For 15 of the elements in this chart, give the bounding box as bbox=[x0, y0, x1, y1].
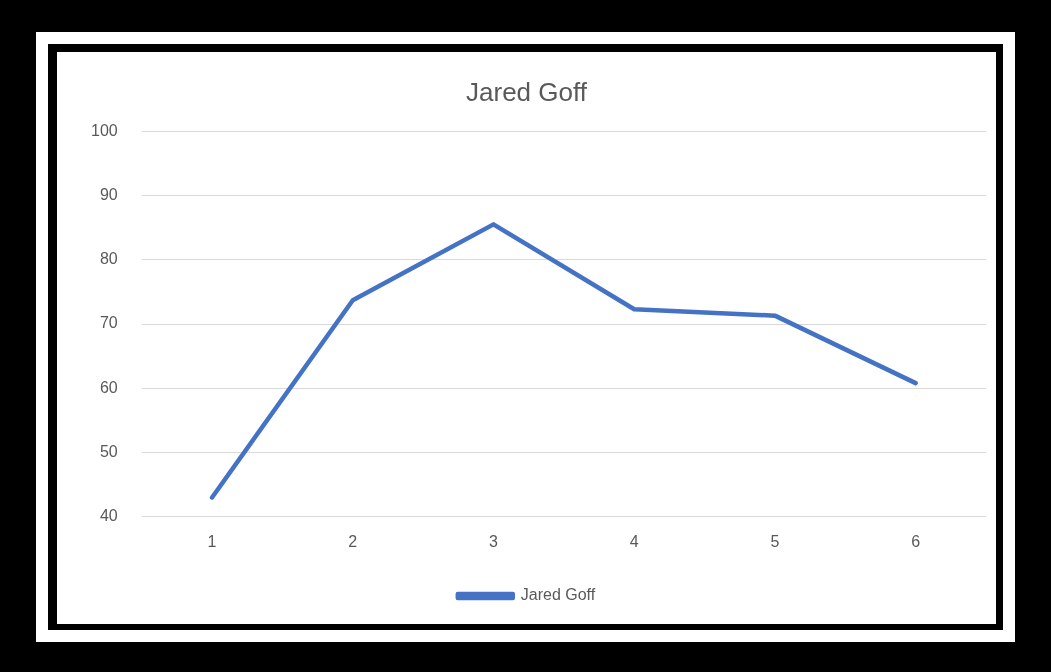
y-tick-label: 70 bbox=[99, 314, 118, 332]
x-tick-label: 3 bbox=[489, 532, 499, 550]
y-tick-label: 50 bbox=[99, 442, 118, 460]
legend-label: Jared Goff bbox=[520, 586, 596, 604]
y-tick-label: 90 bbox=[99, 185, 118, 203]
x-tick-label: 2 bbox=[348, 532, 358, 550]
x-tick-label: 6 bbox=[911, 532, 921, 550]
chart-title: Jared Goff bbox=[466, 76, 588, 107]
y-tick-label: 60 bbox=[99, 378, 118, 396]
y-tick-label: 40 bbox=[99, 507, 118, 525]
x-tick-label: 5 bbox=[770, 532, 780, 550]
x-tick-label: 4 bbox=[629, 532, 639, 550]
x-tick-label: 1 bbox=[207, 532, 217, 550]
y-tick-label: 100 bbox=[90, 121, 118, 139]
y-tick-label: 80 bbox=[99, 250, 118, 268]
